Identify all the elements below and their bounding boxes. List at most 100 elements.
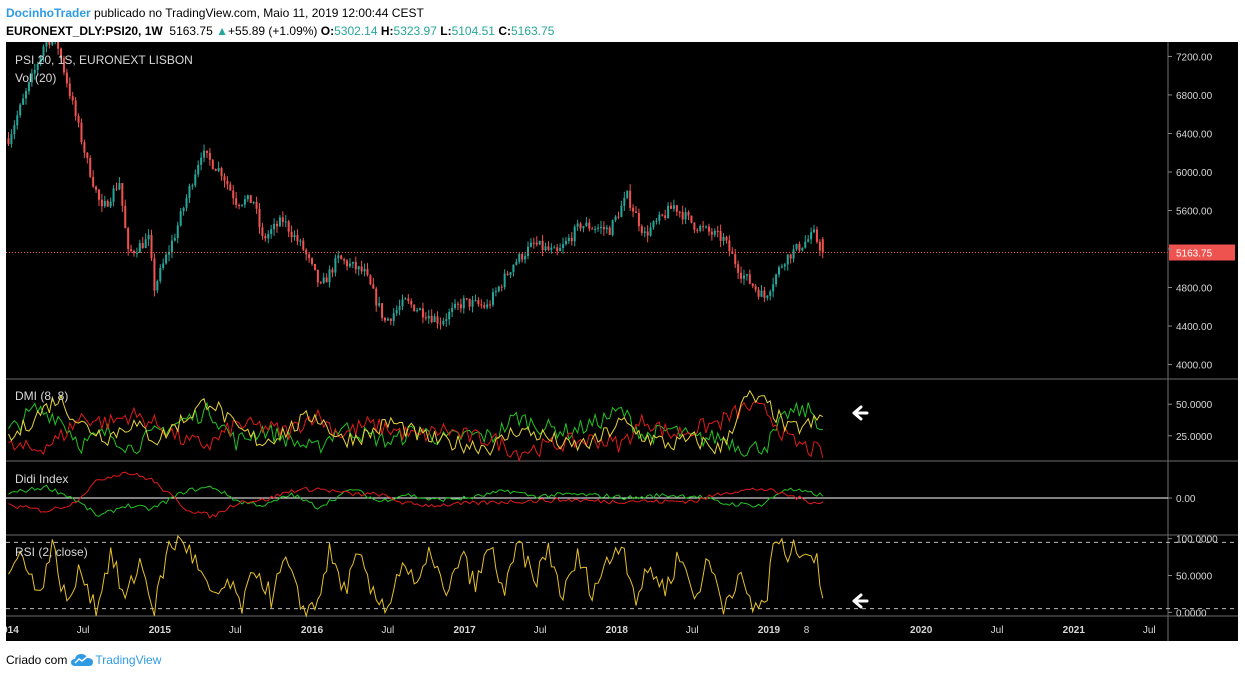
candle-body bbox=[748, 274, 751, 284]
candle-body bbox=[646, 231, 649, 236]
candle-body bbox=[229, 184, 232, 191]
candle-body bbox=[316, 269, 319, 283]
candle-body bbox=[684, 212, 687, 220]
candle-body bbox=[74, 100, 77, 116]
chart-canvas[interactable]: 5163.75 4000.00 4400.00 4800.00 5600.00 6000… bbox=[6, 42, 1238, 641]
candle-body bbox=[556, 247, 559, 252]
price-axis-label: 50.0000 bbox=[1176, 400, 1213, 411]
candle-body bbox=[591, 228, 594, 230]
candle-body bbox=[296, 235, 299, 242]
price-pane-title: PSI 20, 1S, EURONEXT LISBON bbox=[15, 53, 193, 67]
candle-body bbox=[421, 308, 424, 318]
candle-body bbox=[331, 269, 334, 273]
candle-body bbox=[614, 216, 617, 221]
candle-body bbox=[707, 226, 710, 232]
candle-body bbox=[719, 231, 722, 241]
candle-body bbox=[798, 243, 801, 251]
candle-body bbox=[92, 176, 95, 187]
author-name[interactable]: DocinhoTrader bbox=[6, 6, 91, 20]
price-axis-label: 0.00 bbox=[1176, 494, 1196, 505]
candle-body bbox=[121, 183, 124, 206]
candle-body bbox=[532, 242, 535, 244]
candle-body bbox=[372, 284, 375, 289]
chart-background bbox=[6, 42, 1238, 641]
candle-body bbox=[299, 240, 302, 242]
candle-body bbox=[153, 258, 156, 291]
candle-body bbox=[559, 247, 562, 252]
candle-body bbox=[433, 316, 436, 323]
candle-body bbox=[147, 234, 150, 240]
tradingview-logo[interactable]: TradingView bbox=[71, 651, 161, 669]
candle-body bbox=[640, 226, 643, 233]
candle-body bbox=[451, 307, 454, 312]
candle-body bbox=[86, 152, 89, 158]
candle-body bbox=[667, 205, 670, 218]
candle-body bbox=[325, 277, 328, 283]
ohlc-line: EURONEXT_DLY:PSI20, 1W 5163.75 ▲+55.89 (… bbox=[6, 22, 1236, 40]
candle-body bbox=[83, 142, 86, 153]
candle-body bbox=[36, 63, 39, 70]
candle-body bbox=[249, 195, 252, 204]
candle-body bbox=[439, 323, 442, 325]
candle-body bbox=[576, 223, 579, 227]
candle-body bbox=[351, 261, 354, 264]
candle-body bbox=[445, 319, 448, 321]
candle-body bbox=[783, 264, 786, 267]
candle-body bbox=[188, 186, 191, 198]
candle-body bbox=[334, 258, 337, 273]
candle-body bbox=[281, 217, 284, 222]
candle-body bbox=[27, 82, 30, 92]
candle-body bbox=[815, 229, 818, 242]
candle-body bbox=[740, 272, 743, 279]
candle-body bbox=[150, 234, 153, 259]
up-arrow-icon: ▲ bbox=[216, 24, 229, 38]
price-axis-label: 4400.00 bbox=[1176, 322, 1213, 333]
candle-body bbox=[33, 69, 36, 74]
candle-body bbox=[795, 243, 798, 250]
candle-body bbox=[661, 214, 664, 216]
candle-body bbox=[156, 281, 159, 291]
candle-body bbox=[185, 197, 188, 208]
candle-body bbox=[777, 267, 781, 275]
candle-body bbox=[699, 226, 702, 231]
candle-body bbox=[258, 208, 261, 228]
time-axis-label: Jul bbox=[1143, 625, 1156, 636]
candle-body bbox=[273, 223, 276, 230]
candle-body bbox=[623, 197, 626, 206]
close-label: C: bbox=[498, 24, 511, 38]
candle-body bbox=[675, 205, 678, 212]
candle-body bbox=[529, 242, 532, 247]
candle-body bbox=[255, 201, 258, 209]
price-change: +55.89 (+1.09%) bbox=[228, 24, 318, 38]
candle-body bbox=[664, 215, 667, 218]
candle-body bbox=[716, 230, 719, 232]
time-axis-label: 8 bbox=[804, 625, 810, 636]
high-label: H: bbox=[380, 24, 394, 38]
low-label: L: bbox=[440, 24, 452, 38]
candle-body bbox=[232, 190, 235, 199]
candle-body bbox=[378, 303, 381, 306]
candle-body bbox=[392, 313, 395, 321]
candle-body bbox=[267, 233, 270, 239]
candle-body bbox=[769, 291, 772, 296]
candle-body bbox=[751, 283, 754, 287]
time-axis-label: Jul bbox=[991, 625, 1004, 636]
low-value: 5104.51 bbox=[451, 24, 495, 38]
candle-body bbox=[579, 223, 582, 229]
last-price: 5163.75 bbox=[169, 24, 213, 38]
candle-body bbox=[226, 180, 229, 185]
candle-body bbox=[313, 263, 316, 270]
candle-body bbox=[89, 157, 92, 177]
candle-body bbox=[541, 240, 544, 251]
candle-body bbox=[602, 226, 605, 230]
candle-body bbox=[366, 268, 369, 276]
candle-body bbox=[544, 246, 547, 251]
candle-body bbox=[503, 273, 506, 288]
candle-body bbox=[240, 204, 243, 206]
candle-body bbox=[127, 228, 130, 250]
candle-body bbox=[754, 286, 757, 290]
time-axis-label: Jul bbox=[534, 625, 547, 636]
candle-body bbox=[550, 247, 553, 250]
candle-body bbox=[509, 272, 512, 275]
tradingview-brand: TradingView bbox=[95, 653, 162, 667]
